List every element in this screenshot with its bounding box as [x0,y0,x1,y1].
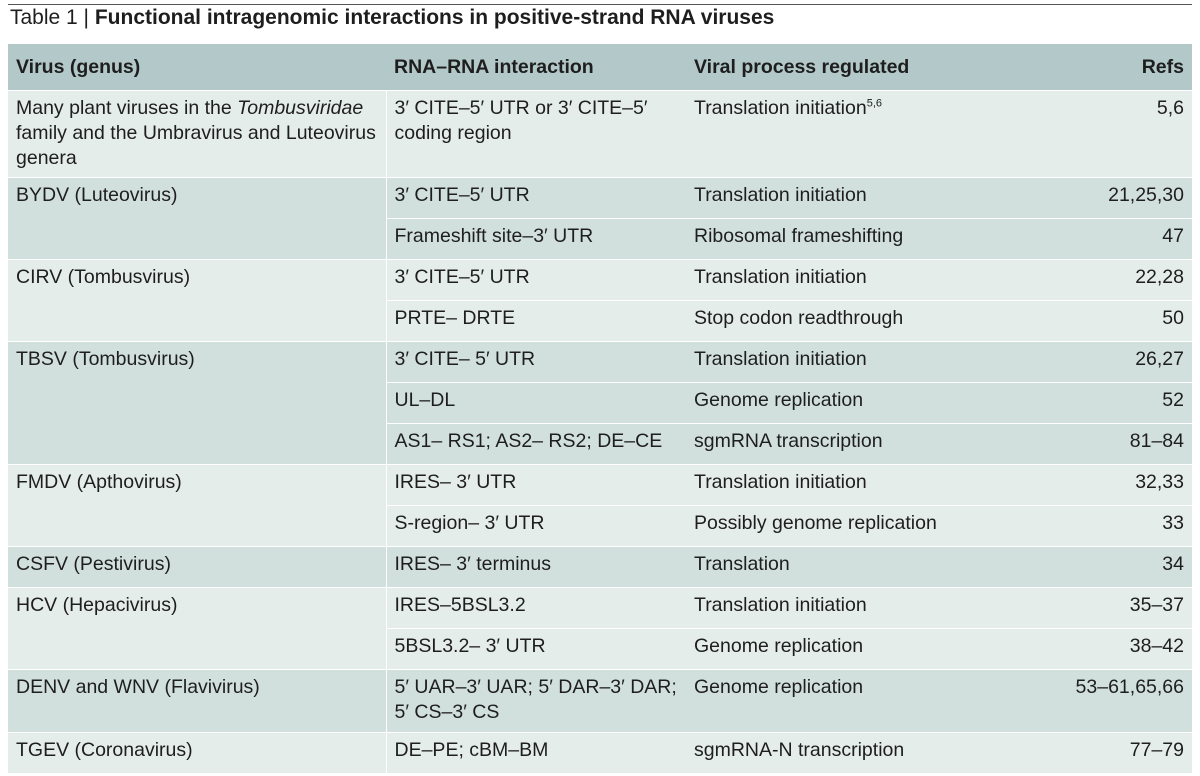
table-row: TBSV (Tombusvirus) 3′ CITE– 5′ UTR Transla… [8,341,1192,465]
table-caption: Table 1 | Functional intragenomic intera… [10,6,774,30]
process-cell: Translation initiation [686,341,996,383]
interaction-cell: S-region– 3′ UTR [386,505,686,547]
refs-cell: 81–84 [996,423,1192,465]
process-cell: Translation initiation [686,259,996,301]
virus-cell: TGEV (Coronavirus) [8,732,387,773]
process-text: Translation initiation [694,266,867,288]
virus-cell: Many plant viruses in the Tombusviridae … [8,90,387,178]
table-row: 5BSL3.2– 3′ UTR Genome replication 38–42 [8,628,1192,670]
interaction-cell: IRES–5BSL3.2 [386,587,686,629]
process-cell: sgmRNA transcription [686,423,996,465]
process-text: Ribosomal frameshifting [694,225,904,247]
virus-family-italic: Tombusviridae [237,97,364,119]
refs-cell: 5,6 [996,90,1192,178]
interaction-cell: 5′ UAR–3′ UAR; 5′ DAR–3′ DAR; 5′ CS–3′ C… [386,669,686,733]
refs-cell: 21,25,30 [996,177,1192,219]
interaction-cell: 3′ CITE– 5′ UTR [386,341,686,383]
interaction-cell: 3′ CITE–5′ UTR [386,177,686,219]
process-cell: Translation initiation [686,464,996,506]
process-cell: Stop codon readthrough [686,300,996,342]
process-cell: Genome replication [686,628,996,670]
table-title: Functional intragenomic interactions in … [94,6,775,29]
refs-cell: 47 [996,218,1192,260]
process-text: sgmRNA transcription [694,430,883,452]
process-text: Translation initiation [694,594,867,616]
table-row: S-region– 3′ UTR Possibly genome replicat… [8,505,1192,547]
refs-cell: 50 [996,300,1192,342]
table-row: AS1– RS1; AS2– RS2; DE–CE sgmRNA transcri… [8,423,1192,465]
refs-cell: 32,33 [996,464,1192,506]
process-text: Translation initiation [694,97,867,119]
process-cell: Genome replication [686,382,996,424]
refs-cell: 22,28 [996,259,1192,301]
virus-cell: HCV (Hepacivirus) [8,587,387,670]
refs-cell: 33 [996,505,1192,547]
table-row: CSFV (Pestivirus) IRES– 3′ terminus Transl… [8,546,1192,588]
refs-cell: 34 [996,546,1192,588]
process-text: Translation initiation [694,348,867,370]
virus-cell: CIRV (Tombusvirus) [8,259,387,342]
header-refs: Refs [996,44,1192,91]
table-row: BYDV (Luteovirus) 3′ CITE–5′ UTR Translati… [8,177,1192,260]
interaction-cell: 3′ CITE–5′ UTR [386,259,686,301]
table-row: PRTE– DRTE Stop codon readthrough 50 [8,300,1192,342]
interaction-cell: IRES– 3′ UTR [386,464,686,506]
virus-cell: BYDV (Luteovirus) [8,177,387,260]
virus-cell: CSFV (Pestivirus) [8,546,387,588]
process-text: Genome replication [694,635,864,657]
header-process: Viral process regulated [686,44,996,91]
table-row: DENV and WNV (Flavivirus) 5′ UAR–3′ UAR; … [8,669,1192,733]
process-cell: Possibly genome replication [686,505,996,547]
interaction-cell: DE–PE; cBM–BM [386,732,686,773]
table-label: Table 1 | [10,6,95,29]
table-header-row: Virus (genus) RNA–RNA interaction Viral … [8,44,1192,91]
virus-cell: FMDV (Apthovirus) [8,464,387,547]
refs-cell: 35–37 [996,587,1192,629]
virus-cell: TBSV (Tombusvirus) [8,341,387,465]
process-cell: sgmRNA-N transcription [686,732,996,773]
interaction-cell: 5BSL3.2– 3′ UTR [386,628,686,670]
virus-cell: DENV and WNV (Flavivirus) [8,669,387,733]
virus-text: family and the Umbravirus and Luteovirus… [16,122,376,169]
header-virus: Virus (genus) [8,44,386,91]
top-rule [8,4,1192,5]
interaction-cell: AS1– RS1; AS2– RS2; DE–CE [386,423,686,465]
process-text: Possibly genome replication [694,512,937,534]
interactions-table: Virus (genus) RNA–RNA interaction Viral … [8,44,1192,773]
process-cell: Translation [686,546,996,588]
table-row: UL–DL Genome replication 52 [8,382,1192,424]
process-cell: Ribosomal frameshifting [686,218,996,260]
interaction-cell: 3′ CITE–5′ UTR or 3′ CITE–5′ coding regi… [386,90,686,178]
table-row: HCV (Hepacivirus) IRES–5BSL3.2 Translation… [8,587,1192,670]
table-row: Frameshift site–3′ UTR Ribosomal frameshi… [8,218,1192,260]
table-row: TGEV (Coronavirus) DE–PE; cBM–BM sgmRNA-N … [8,732,1192,773]
process-cell: Translation initiation [686,177,996,219]
table-row: CIRV (Tombusvirus) 3′ CITE–5′ UTR Translat… [8,259,1192,342]
interaction-cell: IRES– 3′ terminus [386,546,686,588]
refs-cell: 52 [996,382,1192,424]
refs-cell: 77–79 [996,732,1192,773]
process-cell: Translation initiation [686,587,996,629]
process-text: sgmRNA-N transcription [694,739,905,761]
header-interaction: RNA–RNA interaction [386,44,686,91]
process-text: Genome replication [694,389,864,411]
process-ref-superscript: 5,6 [866,97,882,110]
process-text: Translation initiation [694,184,867,206]
refs-cell: 38–42 [996,628,1192,670]
table-row: FMDV (Apthovirus) IRES– 3′ UTR Translation… [8,464,1192,547]
interaction-cell: PRTE– DRTE [386,300,686,342]
process-text: Genome replication [694,676,864,698]
process-cell: Translation initiation5,6 [686,90,996,178]
refs-cell: 26,27 [996,341,1192,383]
table-row: Many plant viruses in the Tombusviridae … [8,90,1192,178]
process-text: Stop codon readthrough [694,307,904,329]
virus-text: Many plant viruses in the [16,97,238,119]
interaction-cell: Frameshift site–3′ UTR [386,218,686,260]
interaction-cell: UL–DL [386,382,686,424]
process-text: Translation initiation [694,471,867,493]
refs-cell: 53–61,65,66 [996,669,1192,733]
process-cell: Genome replication [686,669,996,733]
process-text: Translation [694,553,790,575]
